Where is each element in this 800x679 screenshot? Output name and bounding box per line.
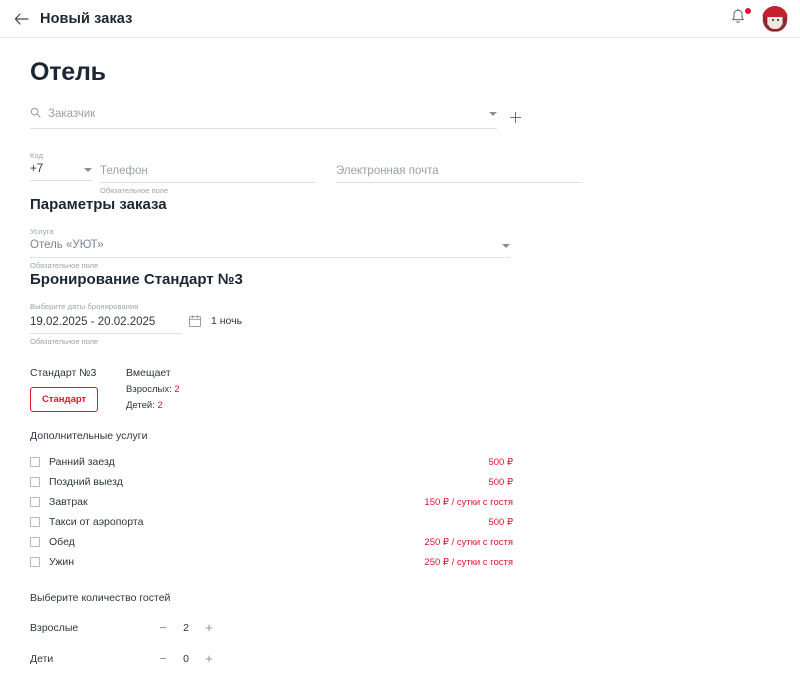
addon-checkbox[interactable] [30, 497, 40, 507]
topbar-actions [730, 5, 788, 32]
guest-stepper-row: Взрослые − 2 + [30, 621, 220, 635]
email-field[interactable]: Электронная почта [336, 151, 581, 196]
addon-label: Поздний выезд [49, 476, 123, 488]
room-capacity-col: Вмещает Взрослых: 2 Детей: 2 [126, 367, 180, 412]
addon-price: 250 ₽ / сутки с гостя [424, 536, 513, 548]
service-helper-text: Обязательное поле [30, 261, 99, 270]
avatar-eye-right [777, 18, 779, 21]
booking-title: Бронирование Стандарт №3 [30, 271, 243, 288]
guest-stepper: − 0 + [152, 652, 220, 666]
addon-checkbox[interactable] [30, 457, 40, 467]
stepper-value: 2 [183, 622, 189, 634]
service-select-field[interactable]: Услуга Отель «УЮТ» Обязательное поле [30, 227, 510, 271]
notification-badge-dot [745, 7, 751, 14]
addon-label: Завтрак [49, 496, 88, 508]
addon-label: Обед [49, 536, 75, 548]
phone-code-field[interactable]: Код +7 [30, 151, 92, 196]
chevron-down-icon[interactable] [502, 244, 510, 248]
stepper-minus-icon[interactable]: − [159, 620, 167, 635]
addon-price: 500 ₽ [488, 516, 513, 528]
chevron-down-icon[interactable] [84, 168, 92, 172]
room-info-col: Стандарт №3 Стандарт [30, 367, 102, 412]
addon-label: Ужин [49, 556, 75, 568]
customer-search-field[interactable]: Заказчик [30, 105, 497, 129]
bell-icon [732, 8, 744, 23]
page-title: Отель [30, 58, 106, 86]
service-label: Услуга [30, 227, 54, 236]
addons-list: Ранний заезд 500 ₽ Поздний выезд 500 ₽ Завтр… [30, 452, 513, 572]
booking-dates-label: Выберите даты бронирования [30, 302, 139, 311]
room-capacity-title: Вмещает [126, 367, 171, 379]
contacts-row: Код +7 Телефон Обязательное поле [30, 151, 770, 196]
avatar-hat [762, 5, 788, 17]
room-block: Стандарт №3 Стандарт Вмещает Взрослых: 2… [30, 367, 770, 412]
addon-row[interactable]: Ужин 250 ₽ / сутки с гостя [30, 552, 513, 572]
addon-checkbox[interactable] [30, 517, 40, 527]
customer-search-placeholder: Заказчик [48, 108, 96, 120]
addon-row[interactable]: Обед 250 ₽ / сутки с гостя [30, 532, 513, 552]
phone-field[interactable]: Телефон Обязательное поле [100, 151, 315, 196]
addon-label: Ранний заезд [49, 456, 115, 468]
addon-price: 250 ₽ / сутки с гостя [424, 556, 513, 568]
avatar-face [768, 12, 782, 29]
stepper-minus-icon[interactable]: − [159, 651, 167, 666]
addon-checkbox[interactable] [30, 537, 40, 547]
room-capacity-children: Детей: 2 [126, 400, 180, 411]
booking-dates-helper: Обязательное поле [30, 337, 99, 346]
guest-stepper-label: Дети [30, 653, 54, 665]
calendar-icon[interactable] [189, 314, 201, 332]
addon-row[interactable]: Поздний выезд 500 ₽ [30, 472, 513, 492]
customer-row: Заказчик [30, 105, 770, 129]
main-content: Отель Заказчик Код [0, 38, 800, 679]
booking-dates-value: 19.02.2025 - 20.02.2025 [30, 316, 156, 328]
room-capacity-adults-label: Взрослых: [126, 384, 172, 395]
guest-stepper-label: Взрослые [30, 622, 79, 634]
addon-checkbox[interactable] [30, 557, 40, 567]
room-category-badge[interactable]: Стандарт [30, 387, 99, 412]
avatar-eye-left [772, 18, 774, 21]
booking-dates-field[interactable]: Выберите даты бронирования 19.02.2025 - … [30, 302, 182, 347]
phone-placeholder: Телефон [100, 165, 148, 177]
service-value: Отель «УЮТ» [30, 239, 104, 251]
room-capacity-children-label: Детей: [126, 400, 155, 411]
nights-count-label: 1 ночь [211, 315, 243, 327]
stepper-plus-icon[interactable]: + [205, 651, 213, 666]
addon-price: 500 ₽ [488, 476, 513, 488]
addon-checkbox[interactable] [30, 477, 40, 487]
phone-helper-text: Обязательное поле [100, 186, 169, 195]
chevron-down-icon[interactable] [489, 112, 497, 116]
phone-code-value: +7 [30, 163, 44, 175]
room-capacity-children-value: 2 [157, 400, 163, 411]
back-arrow-icon[interactable] [8, 6, 34, 32]
addon-price: 500 ₽ [488, 456, 513, 468]
user-avatar[interactable] [762, 5, 788, 32]
addon-row[interactable]: Ранний заезд 500 ₽ [30, 452, 513, 472]
top-app-bar: Новый заказ [0, 0, 800, 38]
addon-row[interactable]: Завтрак 150 ₽ / сутки с гостя [30, 492, 513, 512]
addon-row[interactable]: Такси от аэропорта 500 ₽ [30, 512, 513, 532]
add-customer-plus-icon[interactable] [510, 111, 521, 123]
room-capacity-adults-value: 2 [174, 384, 180, 395]
phone-code-label: Код [30, 151, 44, 160]
guest-stepper-row: Дети − 0 + [30, 652, 220, 666]
addon-label: Такси от аэропорта [49, 516, 144, 528]
room-capacity-adults: Взрослых: 2 [126, 384, 180, 395]
addons-title: Дополнительные услуги [30, 430, 148, 442]
order-params-title: Параметры заказа [30, 196, 167, 213]
stepper-plus-icon[interactable]: + [205, 620, 213, 635]
search-icon [30, 105, 41, 123]
stepper-value: 0 [183, 653, 189, 665]
page-title-header: Новый заказ [40, 10, 133, 27]
guests-title: Выберите количество гостей [30, 592, 171, 604]
addon-price: 150 ₽ / сутки с гостя [424, 496, 513, 508]
guest-stepper: − 2 + [152, 621, 220, 635]
guests-steppers: Взрослые − 2 + Дети − 0 + [30, 621, 770, 666]
email-placeholder: Электронная почта [336, 165, 439, 177]
dates-block: Выберите даты бронирования 19.02.2025 - … [30, 302, 770, 347]
notifications-button[interactable] [730, 7, 751, 30]
room-name: Стандарт №3 [30, 367, 97, 379]
